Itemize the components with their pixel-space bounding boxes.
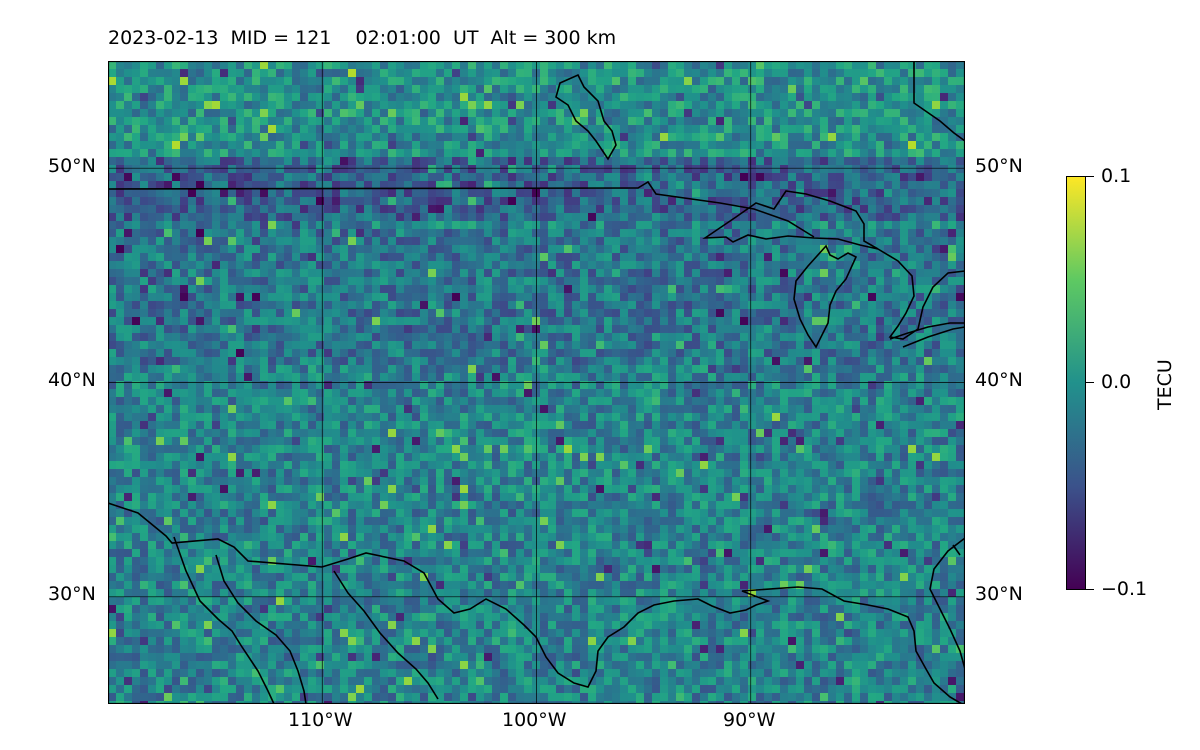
lon-label-100w: 100°W: [502, 709, 567, 731]
colorbar-tick-bottom: [1086, 589, 1094, 590]
lat-label-left-40: 40°N: [48, 369, 96, 391]
colorbar-tick-top: [1086, 176, 1094, 177]
map-frame: [108, 61, 965, 704]
lake-superior: [702, 190, 879, 250]
coastlines: [108, 61, 965, 704]
gulf-of-california: [215, 554, 307, 704]
tec-raster: [108, 61, 965, 704]
gulf-coast: [108, 502, 963, 704]
lake-ontario: [902, 326, 965, 348]
lake-erie: [889, 322, 965, 340]
colorbar: [1066, 176, 1086, 590]
lake-michigan: [793, 244, 858, 349]
lat-label-left-50: 50°N: [48, 155, 96, 177]
colorbar-label-max: 0.1: [1101, 165, 1132, 187]
colorbar-label-zero: 0.0: [1101, 371, 1132, 393]
gridlines: [108, 61, 965, 704]
lon-label-90w: 90°W: [723, 709, 776, 731]
baja-peninsula: [173, 536, 275, 704]
lon-label-110w: 110°W: [288, 709, 353, 731]
us-canada-border: [108, 180, 815, 238]
page-title: 2023-02-13 MID = 121 02:01:00 UT Alt = 3…: [108, 27, 617, 49]
atlantic-coast: [929, 537, 965, 670]
lat-label-left-30: 30°N: [48, 583, 96, 605]
lat-label-right-50: 50°N: [975, 155, 1023, 177]
colorbar-title: TECU: [1154, 359, 1176, 410]
lat-label-right-30: 30°N: [975, 583, 1023, 605]
lake-huron: [877, 248, 965, 340]
lake-winnipeg: [555, 73, 617, 161]
map-panel[interactable]: [108, 61, 965, 704]
hudson-bay-shore: [913, 61, 965, 142]
map-canvas[interactable]: [108, 61, 965, 704]
lat-label-right-40: 40°N: [975, 369, 1023, 391]
atlantic-coast-inner: [952, 544, 961, 556]
mexico-west-coast: [333, 570, 439, 700]
colorbar-tick-mid: [1086, 382, 1094, 383]
colorbar-label-min: −0.1: [1101, 578, 1148, 600]
